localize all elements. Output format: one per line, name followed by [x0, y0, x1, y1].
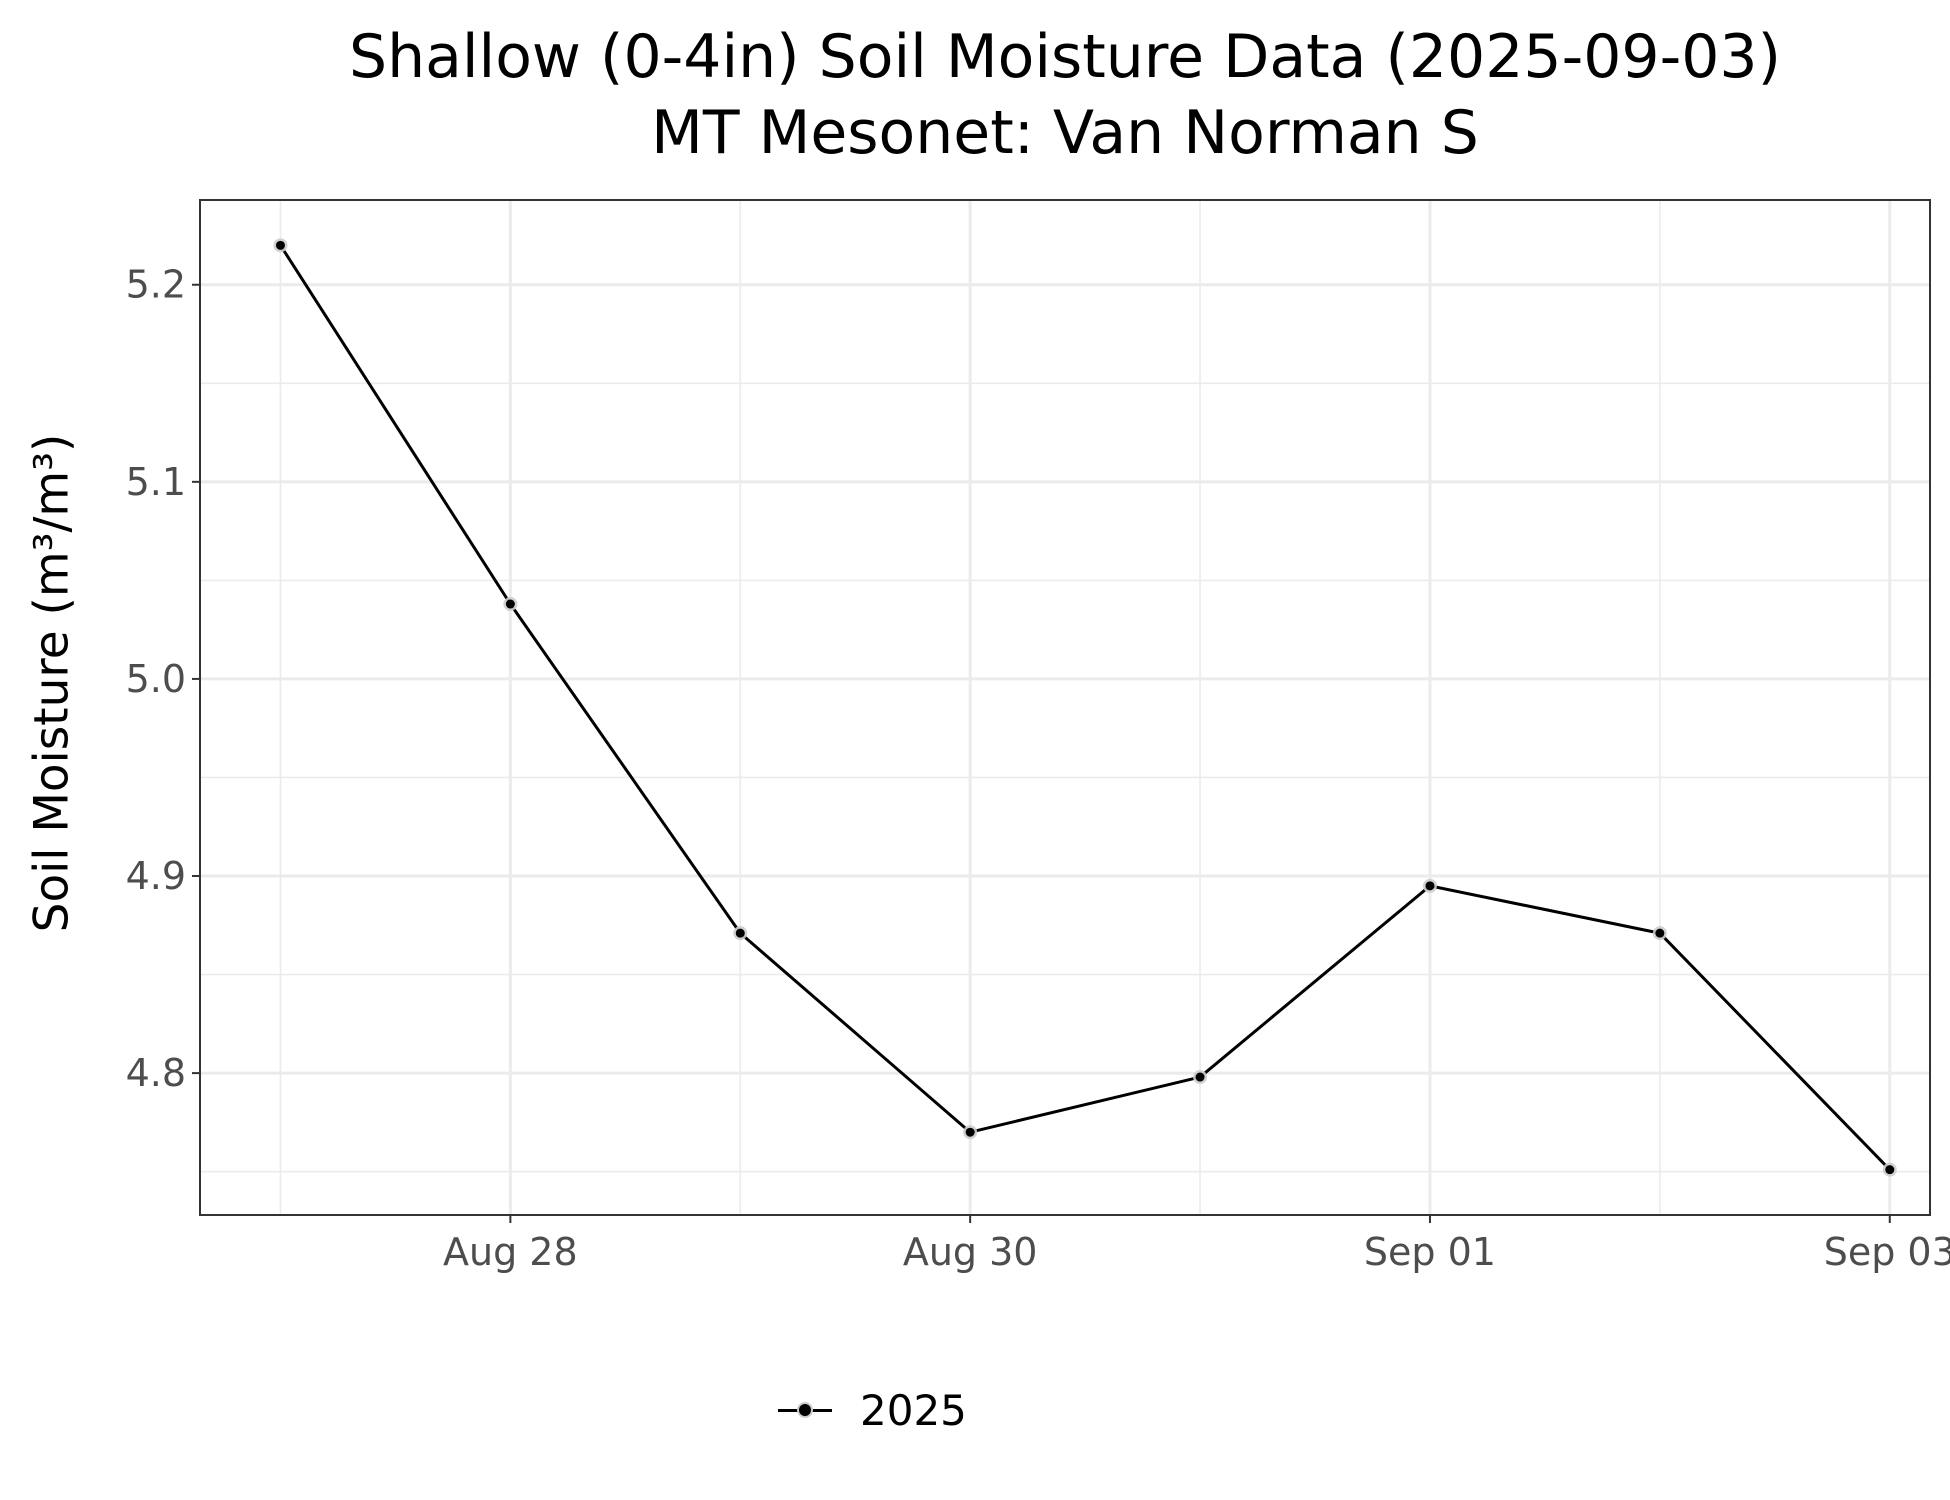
series-line	[279, 244, 1891, 1171]
chart-title: Shallow (0-4in) Soil Moisture Data (2025…	[348, 22, 1781, 92]
plot-panel-border	[199, 199, 1931, 1216]
y-tick-label: 5.0	[126, 657, 186, 701]
gridlines	[200, 200, 1930, 1215]
chart-subtitle: MT Mesonet: Van Norman S	[651, 98, 1479, 168]
data-point	[735, 928, 745, 938]
x-tick-label: Sep 03	[1824, 1230, 1950, 1274]
x-tick-label: Aug 30	[903, 1230, 1038, 1274]
x-tick-label: Sep 01	[1364, 1230, 1496, 1274]
data-point	[1195, 1072, 1205, 1082]
legend-point	[799, 1404, 811, 1416]
y-tick-label: 5.1	[126, 460, 186, 504]
y-tick-label: 4.9	[126, 854, 186, 898]
legend-label-2025: 2025	[860, 1385, 967, 1435]
data-point	[275, 240, 285, 250]
data-point	[965, 1127, 975, 1137]
data-point	[1885, 1165, 1895, 1175]
axes: 4.8 4.9 5.0 5.1 5.2 Aug 28 Aug 30 Sep 01 Sep 03	[126, 263, 1950, 1274]
series-2025	[273, 238, 1897, 1177]
x-tick-label: Aug 28	[443, 1230, 578, 1274]
y-tick-label: 5.2	[126, 263, 186, 307]
y-tick-label: 4.8	[126, 1051, 186, 1095]
data-point	[1425, 881, 1435, 891]
legend: 2025	[770, 1380, 967, 1440]
data-point	[1655, 928, 1665, 938]
legend-key-2025	[770, 1380, 840, 1440]
data-point	[505, 599, 515, 609]
y-axis-label: Soil Moisture (m³/m³)	[24, 433, 80, 933]
